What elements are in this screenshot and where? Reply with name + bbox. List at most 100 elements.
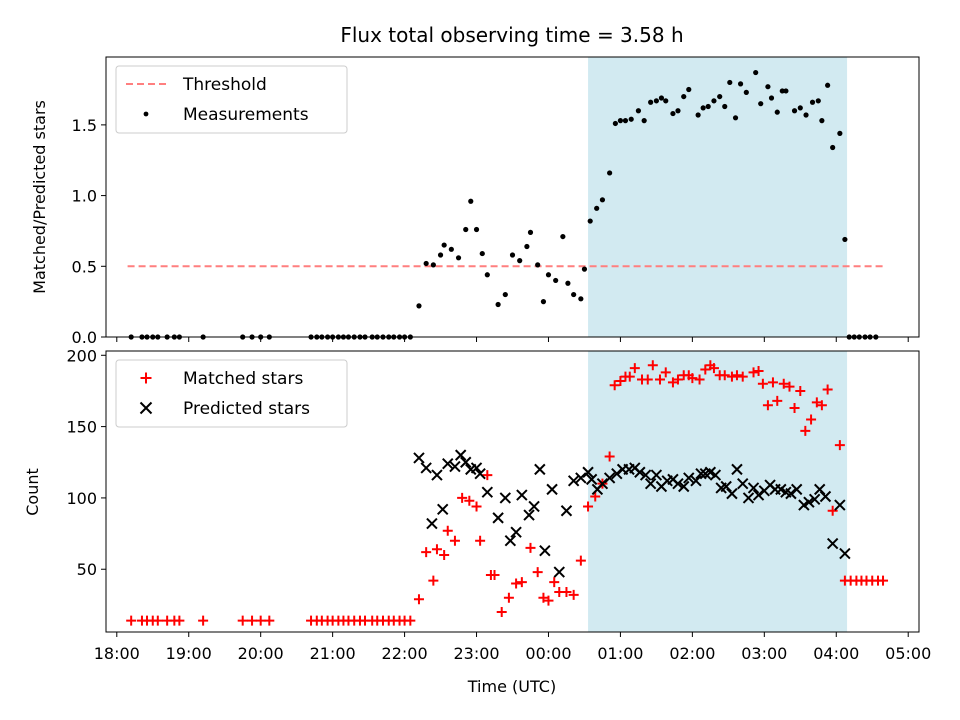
data-point [683, 472, 695, 484]
data-point [732, 115, 739, 121]
data-point [420, 462, 432, 474]
data-point [441, 242, 447, 248]
data-point [152, 615, 163, 626]
data-point [431, 469, 443, 481]
data-point [705, 103, 711, 110]
data-point [561, 587, 572, 598]
data-point [464, 495, 475, 506]
data-point [509, 252, 516, 258]
data-point [489, 569, 500, 580]
y-tick-label: 50 [77, 560, 97, 579]
data-point [454, 449, 467, 461]
data-point [681, 93, 687, 100]
data-point [819, 118, 825, 124]
data-point [790, 483, 803, 496]
data-point [839, 547, 851, 560]
data-point [658, 95, 665, 101]
data-point [525, 542, 536, 553]
data-point [815, 98, 821, 104]
data-point [428, 575, 439, 586]
top-panel: 0.0 0.5 1.0 1.5 Threshold Measurements [72, 56, 920, 347]
data-point [540, 299, 547, 305]
data-point [599, 197, 606, 203]
x-tick-label: 21:00 [310, 644, 356, 663]
y-tick-label: 200 [66, 346, 97, 365]
data-point [779, 88, 785, 94]
data-point [481, 486, 494, 498]
legend-swatch [140, 372, 152, 384]
data-point [437, 252, 444, 258]
data-point [538, 592, 549, 603]
data-point [582, 466, 594, 478]
data-point [660, 367, 671, 378]
x-tick-label: 02:00 [669, 644, 715, 663]
data-point [695, 467, 707, 480]
y-tick-label: 1.0 [72, 187, 97, 206]
legend-box [115, 65, 348, 134]
data-point [624, 371, 635, 382]
bottom-panel: 50 100 150 200 18:00 19:00 20:00 21:00 22:00 23:0… [66, 346, 931, 663]
series-predicted-stars [413, 449, 851, 578]
data-point [474, 467, 486, 480]
data-point [449, 460, 461, 473]
data-point [611, 467, 623, 480]
data-point [663, 98, 669, 104]
observing-window-shade [588, 57, 848, 337]
data-point [753, 69, 759, 76]
data-point [532, 567, 543, 578]
data-point [581, 266, 588, 272]
data-point [543, 595, 554, 606]
data-point [800, 425, 811, 436]
data-point [789, 403, 800, 414]
data-point [575, 472, 587, 484]
legend-swatch [143, 111, 149, 117]
data-point [442, 525, 453, 536]
data-point [647, 360, 658, 371]
data-point [565, 280, 571, 286]
data-point [455, 255, 462, 261]
data-point [635, 108, 642, 114]
data-point [484, 272, 490, 278]
data-point [553, 566, 565, 578]
data-point [585, 473, 598, 486]
data-point [174, 615, 185, 626]
data-point [650, 469, 663, 481]
data-point [737, 81, 744, 87]
data-point [809, 99, 816, 105]
data-point [571, 291, 577, 298]
data-point [612, 120, 618, 127]
data-point [255, 615, 266, 626]
legend-label: Measurements [183, 105, 309, 125]
data-point [603, 472, 616, 484]
data-point [722, 103, 728, 110]
data-point [797, 105, 803, 111]
bottom-y-axis-label: Count [23, 468, 42, 516]
data-point [690, 475, 702, 487]
data-point [479, 250, 485, 257]
data-point [560, 505, 573, 517]
data-point [437, 503, 449, 516]
data-point [460, 456, 472, 468]
data-point [878, 575, 889, 586]
y-tick-label: 150 [66, 418, 97, 437]
data-point [583, 501, 594, 512]
data-point [503, 592, 514, 603]
data-point [743, 89, 749, 95]
data-point [767, 377, 778, 388]
data-point [765, 84, 771, 90]
data-point [762, 400, 773, 411]
data-point [752, 489, 765, 501]
data-point [737, 477, 749, 490]
data-point [628, 116, 634, 122]
data-point [709, 469, 722, 481]
data-point [471, 501, 482, 512]
x-tick-label: 20:00 [238, 644, 284, 663]
data-point [653, 98, 659, 104]
axes-frame [105, 350, 920, 633]
data-point [795, 385, 806, 396]
data-point [264, 615, 275, 626]
x-tick-label: 22:00 [382, 644, 428, 663]
data-point [803, 112, 809, 118]
data-point [629, 363, 640, 374]
data-point [405, 615, 416, 626]
